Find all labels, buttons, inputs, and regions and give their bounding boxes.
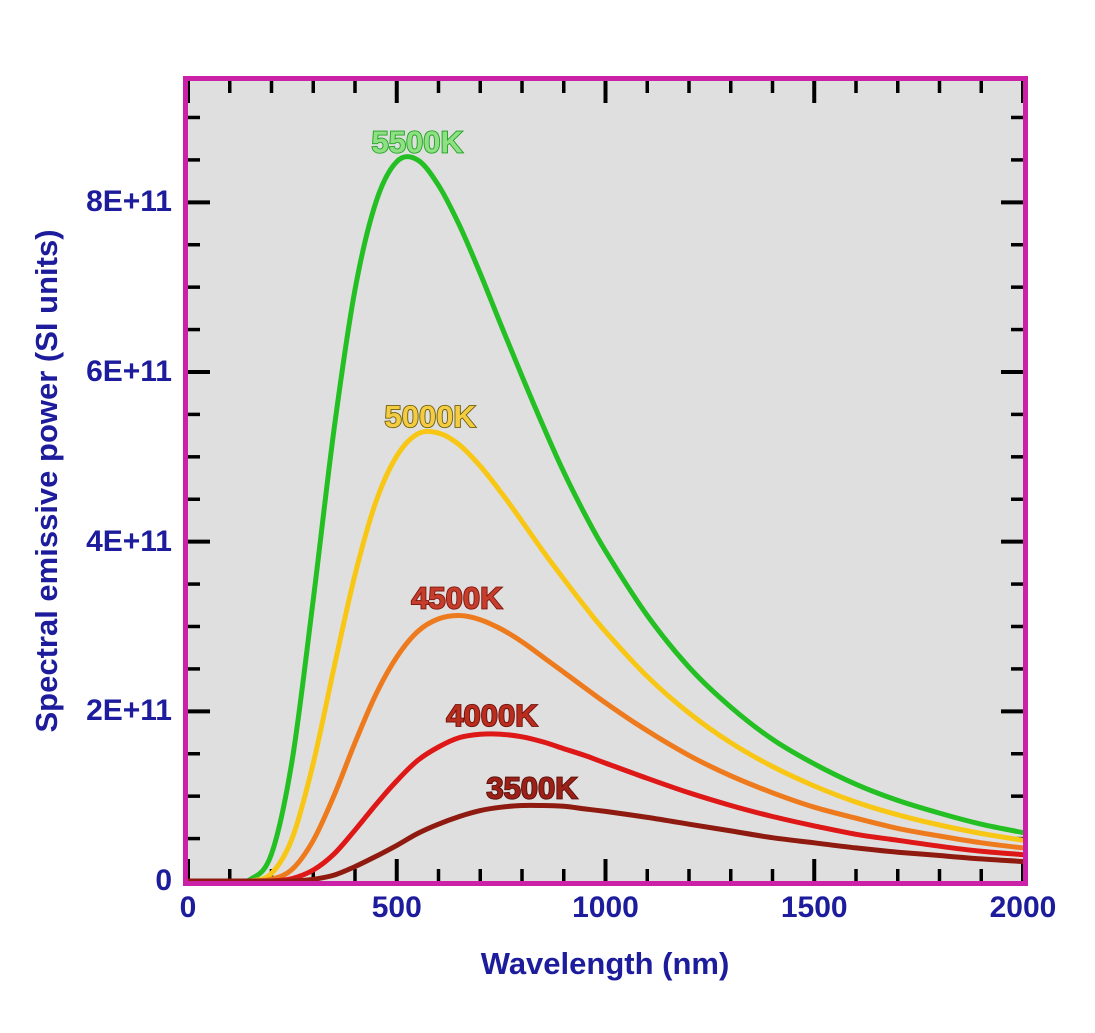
y-tick-label: 0 bbox=[155, 864, 172, 897]
chart-canvas: 5500K 5000K 4500K 4000K 3500K bbox=[188, 81, 1023, 881]
curve-5000k bbox=[188, 428, 1023, 881]
y-axis-title: Spectral emissive power (SI units) bbox=[29, 229, 64, 733]
x-tick-label: 2000 bbox=[989, 891, 1057, 924]
x-tick-label: 500 bbox=[371, 891, 422, 924]
plot-area: 5500K 5000K 4500K 4000K 3500K bbox=[183, 76, 1028, 886]
curve-5500k bbox=[188, 154, 1023, 881]
y-tick-label: 8E+11 bbox=[86, 185, 172, 219]
x-axis-title: Wavelength (nm) bbox=[480, 946, 730, 981]
x-tick-label: 0 bbox=[179, 891, 197, 924]
y-tick-label: 6E+11 bbox=[86, 354, 172, 388]
curve-label-3500k: 3500K bbox=[486, 771, 578, 806]
curve-4500k bbox=[188, 612, 1023, 881]
curve-4000k bbox=[188, 731, 1023, 881]
y-tick-label: 4E+11 bbox=[86, 524, 172, 558]
curve-label-4000k: 4000K bbox=[446, 698, 538, 733]
curve-3500k bbox=[188, 802, 1023, 881]
x-tick-label: 1500 bbox=[780, 891, 848, 924]
y-tick-label: 2E+11 bbox=[86, 694, 172, 728]
curve-label-5000k: 5000K bbox=[384, 399, 476, 434]
curve-label-5500k: 5500K bbox=[372, 124, 464, 159]
x-tick-label: 1000 bbox=[572, 891, 639, 924]
curve-label-4500k: 4500K bbox=[411, 581, 503, 616]
